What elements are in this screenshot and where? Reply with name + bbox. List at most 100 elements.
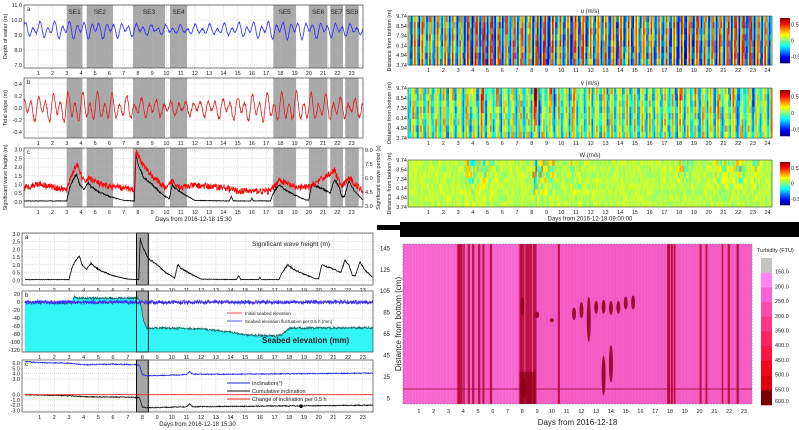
heatmap-cell — [588, 94, 591, 101]
heatmap-cell — [456, 125, 459, 133]
heatmap-cell — [459, 119, 462, 126]
heatmap-cell — [703, 119, 706, 126]
heatmap-cell — [438, 177, 441, 184]
heatmap-cell — [450, 171, 453, 179]
heatmap-cell — [627, 100, 630, 108]
heatmap-cell — [723, 88, 726, 95]
heatmap-cell — [721, 52, 724, 60]
heatmap-cell — [743, 131, 746, 139]
heatmap-cell — [500, 171, 503, 179]
heatmap-cell — [640, 52, 642, 60]
heatmap-cell — [455, 52, 457, 60]
x-tick-label: 6 — [108, 141, 111, 147]
heatmap-cell — [629, 125, 632, 133]
heatmap-cell — [556, 22, 559, 29]
heatmap-cell — [480, 106, 483, 114]
heatmap-cell — [703, 28, 706, 35]
heatmap-cell — [533, 52, 536, 60]
heatmap-cell — [655, 22, 658, 29]
heatmap-cell — [505, 34, 507, 41]
heatmap-cell — [694, 119, 697, 126]
heatmap-cell — [506, 177, 509, 184]
heatmap-cell — [770, 40, 773, 48]
heatmap-cell — [577, 52, 580, 60]
heatmap-cell — [596, 125, 598, 133]
y-tick-label: 4.94 — [396, 53, 407, 59]
heatmap-cell — [694, 100, 697, 108]
heatmap-cell — [451, 34, 454, 41]
heatmap-cell — [574, 113, 577, 120]
heatmap-cell — [486, 22, 489, 29]
heatmap-cell — [632, 100, 635, 108]
heatmap-cell — [418, 131, 421, 139]
colorbar-segment — [780, 100, 790, 102]
heatmap-cell — [720, 40, 723, 48]
heatmap-cell — [737, 100, 740, 108]
heatmap-cell — [693, 16, 696, 23]
heatmap-cell — [623, 88, 626, 95]
heatmap-cell — [593, 88, 595, 95]
heatmap-cell — [749, 52, 752, 60]
heatmap-cell — [759, 100, 762, 108]
heatmap-cell — [765, 100, 768, 108]
heatmap-cell — [568, 16, 571, 23]
heatmap-cell — [473, 119, 476, 126]
heatmap-cell — [503, 34, 506, 41]
heatmap-cell — [461, 88, 463, 95]
heatmap-cell — [650, 106, 653, 114]
heatmap-cell — [679, 125, 682, 133]
heatmap-cell — [500, 201, 503, 208]
heatmap-cell — [746, 125, 749, 133]
heatmap-cell — [747, 113, 750, 120]
heatmap-cell — [503, 165, 506, 173]
heatmap-cell — [690, 22, 693, 29]
heatmap-cell — [420, 171, 423, 179]
x-tick-label: 2 — [51, 210, 54, 216]
heatmap-cell — [635, 125, 638, 133]
heatmap-cell — [482, 16, 485, 23]
heatmap-cell — [709, 52, 712, 60]
heatmap-cell — [643, 28, 645, 35]
heatmap-cell — [499, 100, 501, 108]
x-tick-label: 22 — [345, 355, 351, 361]
heatmap-cell — [480, 183, 483, 190]
heatmap-cell — [627, 28, 630, 35]
heatmap-cell — [542, 94, 545, 101]
heatmap-cell — [499, 88, 501, 95]
heatmap-cell — [677, 16, 680, 23]
heatmap-cell — [661, 22, 664, 29]
heatmap-cell — [627, 131, 630, 139]
heatmap-cell — [586, 58, 589, 66]
heatmap-cell — [632, 125, 635, 133]
heatmap-cell — [482, 46, 485, 54]
heatmap-cell — [758, 22, 761, 29]
heatmap-cell — [470, 106, 473, 114]
heatmap-cell — [559, 119, 562, 126]
heatmap-cell — [590, 113, 592, 120]
heatmap-cell — [562, 119, 565, 126]
colorbar-v: 0.50-0.5 — [780, 90, 799, 137]
heatmap-cell — [691, 58, 694, 66]
heatmap-cell — [664, 40, 667, 48]
heatmap-cell — [420, 183, 423, 190]
heatmap-cell — [746, 16, 749, 23]
heatmap-cell — [536, 119, 539, 126]
heatmap-cell — [502, 16, 504, 23]
heatmap-cell — [605, 40, 608, 48]
heatmap-cell — [448, 46, 451, 54]
heatmap-cell — [486, 195, 489, 202]
heatmap-cell — [439, 106, 442, 114]
heatmap-cell — [650, 119, 653, 126]
heatmap-cell — [417, 165, 420, 173]
heatmap-cell — [483, 34, 486, 41]
x-tick-label: 10 — [558, 141, 564, 147]
heatmap-cell — [421, 58, 424, 66]
heatmap-cell — [471, 171, 474, 179]
heatmap-cell — [761, 28, 764, 35]
heatmap-cell — [632, 52, 635, 60]
heatmap-cell — [679, 28, 682, 35]
heatmap-cell — [433, 40, 436, 48]
heatmap-cell — [638, 28, 641, 35]
heatmap-cell — [749, 22, 752, 29]
heatmap-cell — [640, 119, 642, 126]
